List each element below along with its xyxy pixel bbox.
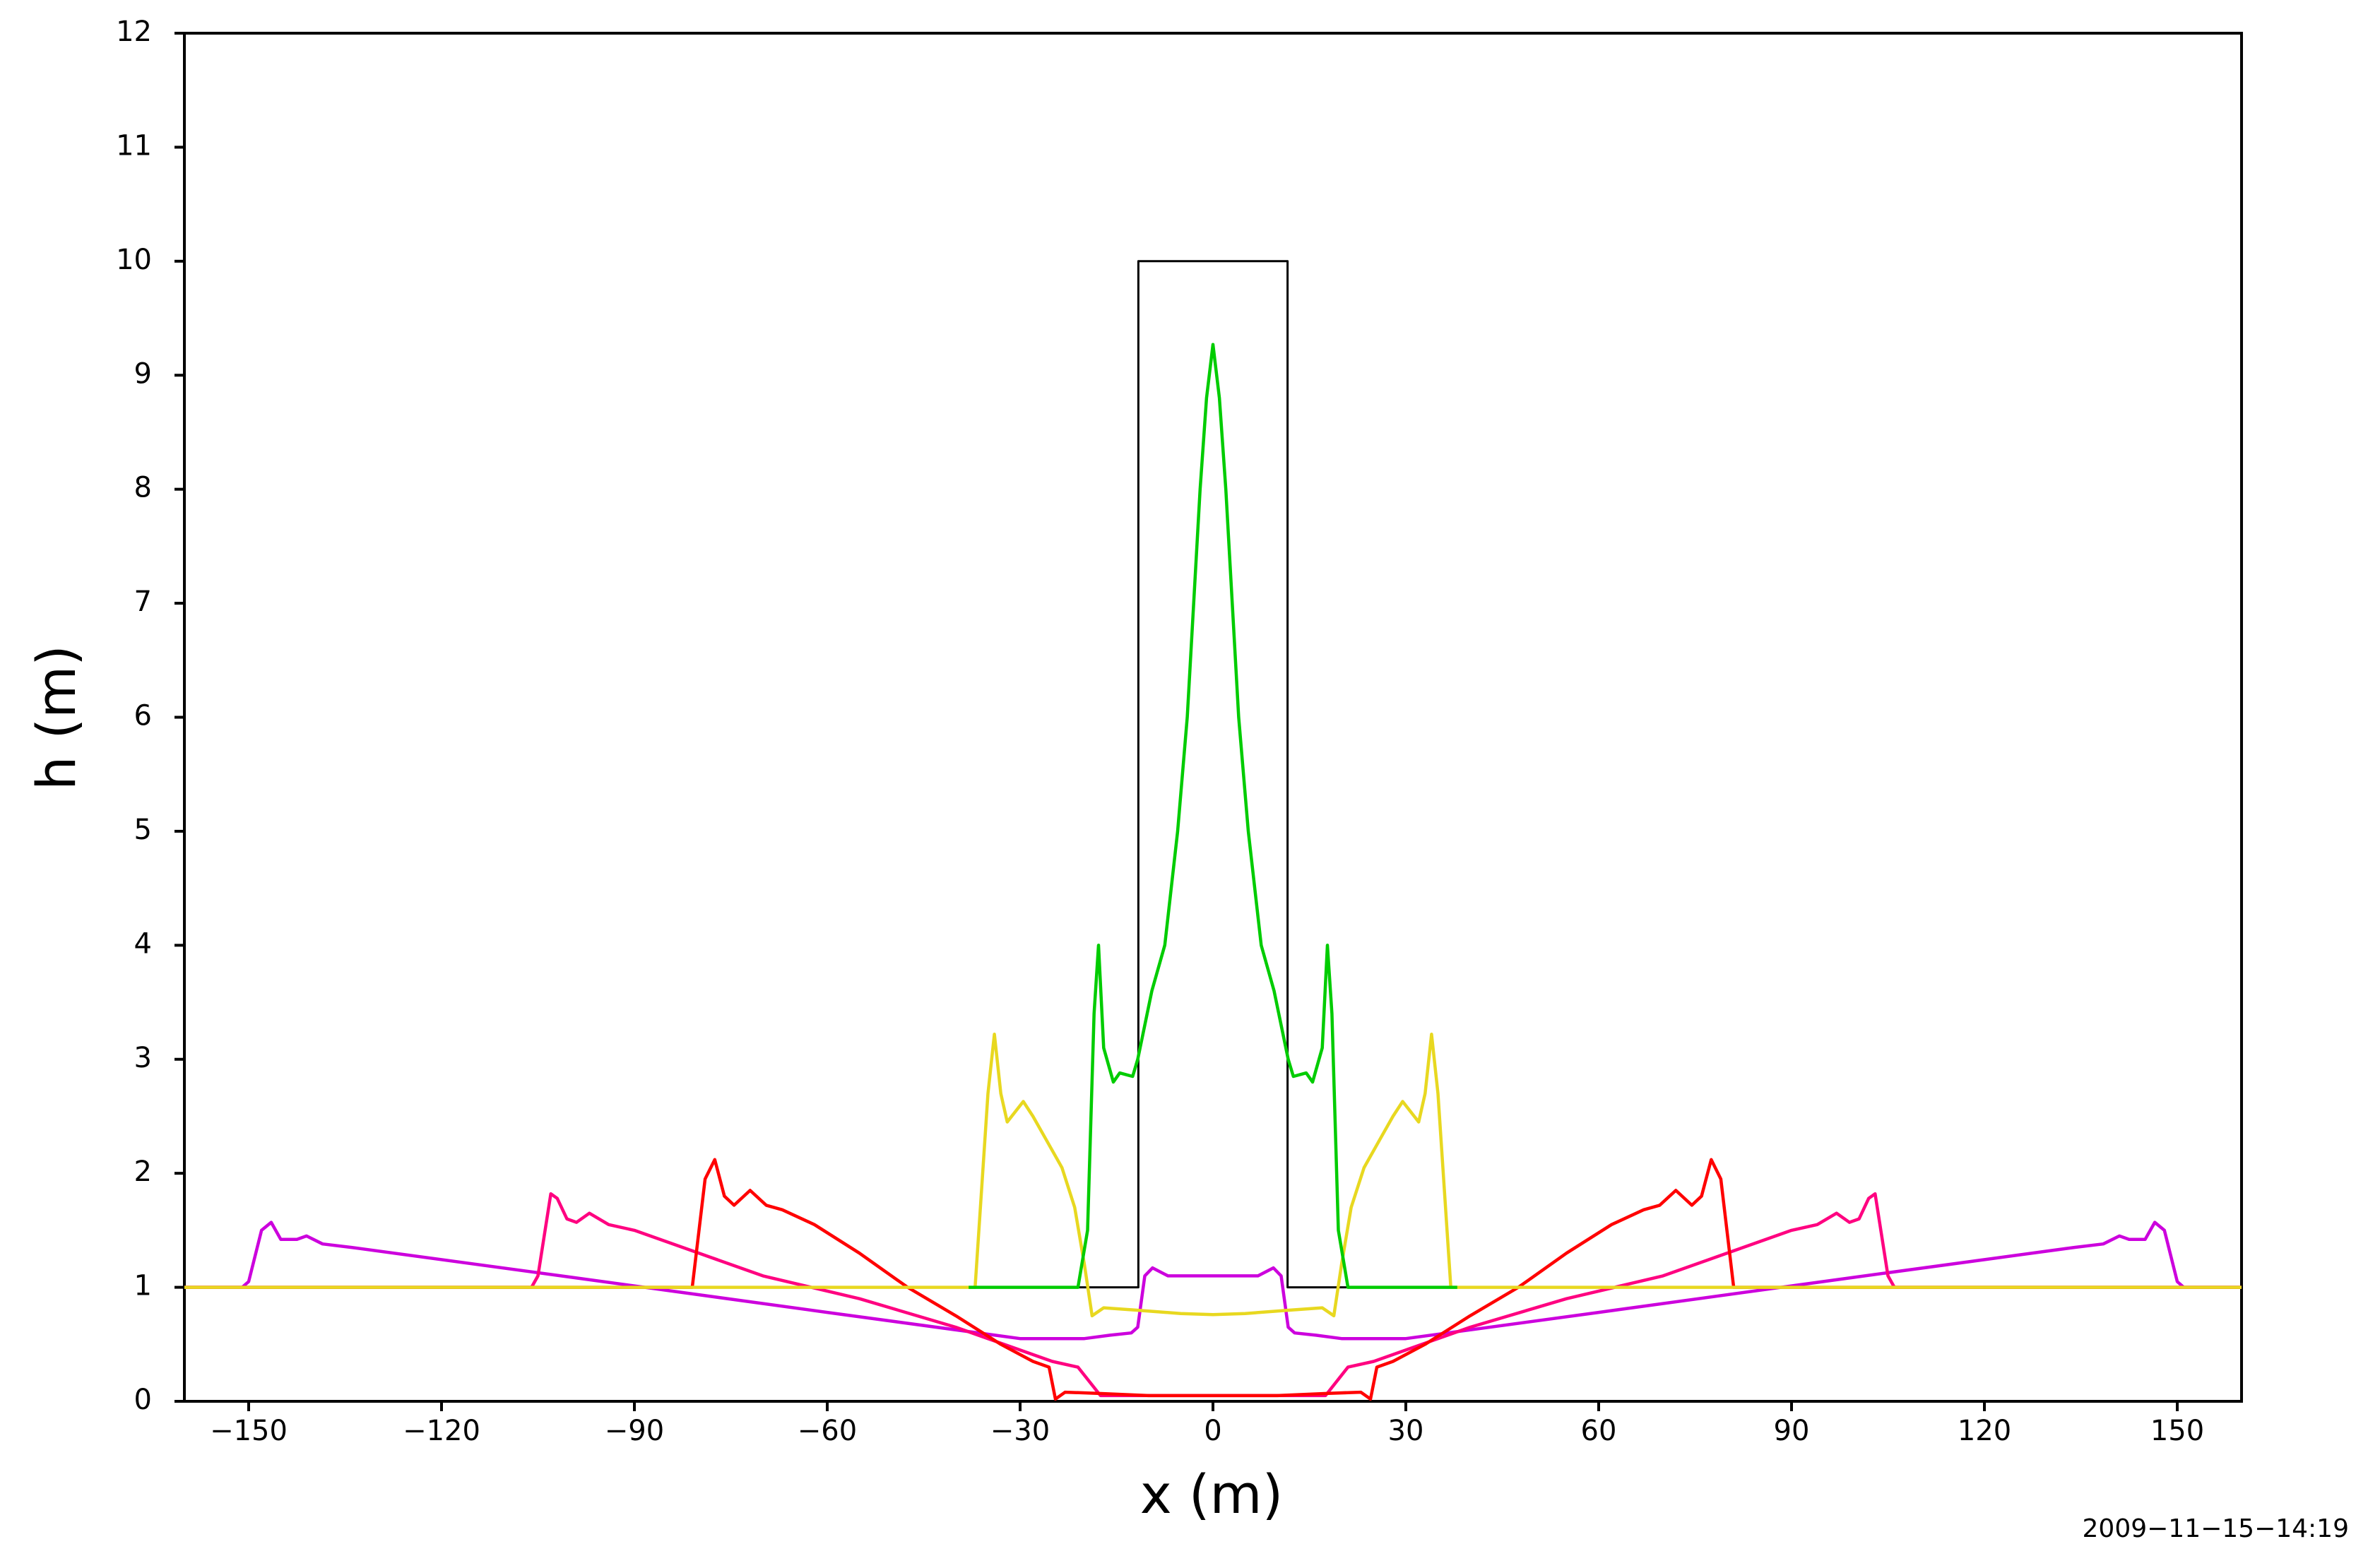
series-line [969,343,1457,1289]
series-line [184,1220,2242,1341]
x-tick-label: −90 [605,1415,664,1447]
x-axis-title: x (m) [1140,1463,1283,1526]
y-tick-label: 4 [134,927,152,960]
series-line [184,1158,2242,1401]
y-tick-label: 11 [116,129,152,162]
y-tick-label: 0 [134,1384,152,1416]
series-line [184,1192,2242,1398]
x-tick-label: −120 [403,1415,480,1447]
y-tick-label: 9 [134,357,152,390]
y-tick-label: 8 [134,472,152,504]
series-line [184,260,2242,1289]
y-axis-title: h (m) [25,645,88,790]
y-tick-label: 6 [134,700,152,732]
x-tick-label: 0 [1204,1415,1221,1447]
y-tick-label: 5 [134,814,152,846]
x-tick-label: 150 [2150,1415,2204,1447]
y-tick-label: 2 [134,1156,152,1188]
x-tick-label: −60 [798,1415,857,1447]
y-tick-label: 10 [116,244,152,276]
x-tick-label: −150 [210,1415,288,1447]
timestamp: 2009−11−15−14:19 [2083,1514,2349,1543]
y-tick-label: 7 [134,586,152,618]
x-tick-label: 120 [1958,1415,2011,1447]
x-tick-label: −30 [990,1415,1050,1447]
series-line [184,1032,2242,1318]
x-tick-label: 30 [1388,1415,1424,1447]
y-tick-label: 12 [116,16,152,48]
plot-frame [183,32,2243,1403]
y-tick-label: 3 [134,1042,152,1074]
x-tick-label: 90 [1774,1415,1810,1447]
y-tick-label: 1 [134,1270,152,1302]
x-tick-label: 60 [1581,1415,1617,1447]
